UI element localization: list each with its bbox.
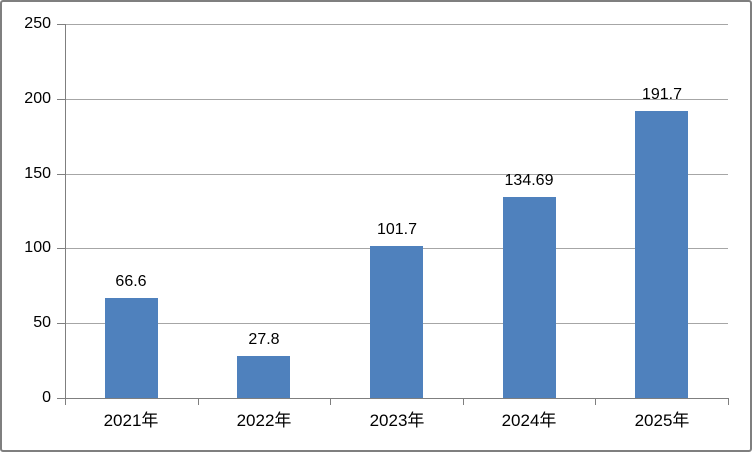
x-axis-tick [330,398,331,405]
y-axis-tick-label: 200 [24,90,51,107]
y-axis-tick [57,323,65,324]
bar [237,356,290,398]
y-axis-tick [57,398,65,399]
bar-value-label: 134.69 [504,172,554,189]
x-axis [65,398,728,399]
bar [503,197,556,398]
y-axis-tick-label: 50 [33,314,51,331]
x-axis-tick-label: 2024年 [501,411,557,430]
gridline [65,24,728,25]
x-axis-tick-label: 2025年 [634,411,690,430]
x-axis-tick-label: 2022年 [236,411,292,430]
x-axis-tick [728,398,729,405]
x-axis-tick-label: 2023年 [369,411,425,430]
bar [105,298,158,398]
y-axis [65,24,66,398]
y-axis-tick-label: 0 [42,389,51,406]
x-axis-tick [198,398,199,405]
x-axis-tick [595,398,596,405]
y-axis-tick-label: 150 [24,165,51,182]
y-axis-tick [57,24,65,25]
x-axis-tick-label: 2021年 [103,411,159,430]
y-axis-tick-label: 250 [24,15,51,32]
gridline [65,99,728,100]
bar [370,246,423,398]
bar-value-label: 101.7 [376,221,418,238]
bar-value-label: 66.6 [115,273,147,290]
y-axis-tick [57,248,65,249]
x-axis-tick [65,398,66,405]
bar-value-label: 27.8 [248,331,280,348]
y-axis-tick [57,174,65,175]
gridline [65,174,728,175]
bar-value-label: 191.7 [641,86,683,103]
x-axis-tick [463,398,464,405]
y-axis-tick-label: 100 [24,239,51,256]
bar [635,111,688,398]
y-axis-tick [57,99,65,100]
